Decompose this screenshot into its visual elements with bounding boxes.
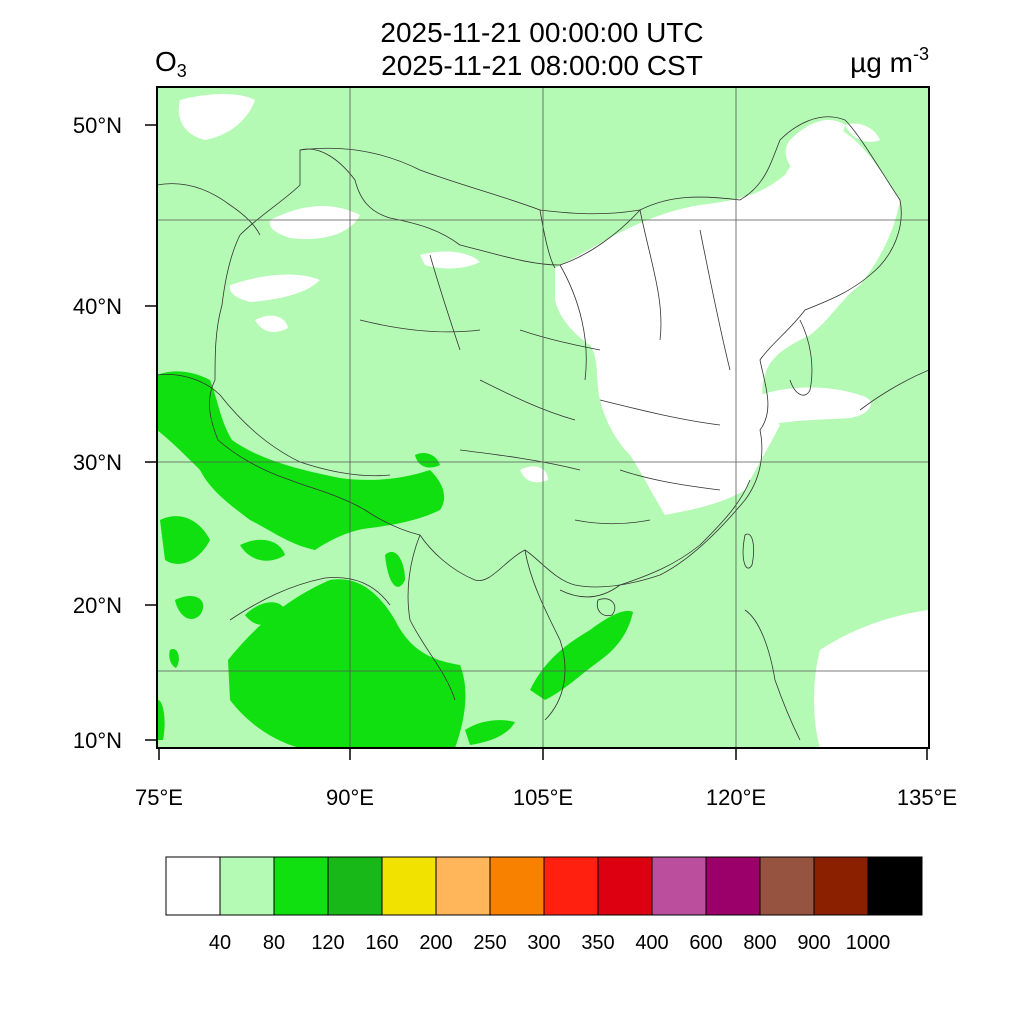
colorbar-label: 300: [527, 932, 560, 954]
coastline-korea: [789, 319, 813, 396]
colorbar-box: [651, 856, 707, 916]
lat-label-50n: 50°N: [73, 113, 122, 138]
elevated-region-tibet-spot: [415, 453, 440, 468]
colorbar-box: [597, 856, 653, 916]
boundary-myanmar-thailand: [407, 534, 456, 701]
title-local-time: 2025-11-21 08:00:00 CST: [381, 50, 703, 81]
elevated-region-south-china-sea: [530, 610, 633, 700]
unit-label-sup: -3: [912, 44, 929, 64]
colorbar-box: [543, 856, 599, 916]
low-region-northeast-1: [785, 120, 845, 175]
colorbar-box: [219, 856, 275, 916]
boundary-kazakhstan: [157, 183, 261, 236]
low-region-gobi: [420, 251, 480, 269]
coastline-hainan: [596, 598, 616, 617]
elevated-region-india-1: [160, 516, 210, 564]
low-region-western-pacific: [814, 610, 929, 748]
latitude-labels: 10°N 20°N 30°N 40°N 50°N: [73, 113, 122, 753]
elevated-region-india-4: [245, 602, 285, 625]
boundary-provinces: [359, 209, 731, 525]
elevated-region-india-2: [240, 539, 285, 561]
colorbar: 40 80 120 160 200 250 300 350 400 600 800 900 1000: [165, 856, 923, 954]
colorbar-label: 800: [743, 932, 776, 954]
low-region-northeast-2: [845, 123, 880, 142]
unit-label: µg m-3: [850, 44, 929, 79]
coastline-taiwan: [742, 533, 754, 569]
coastline-south-china: [559, 479, 751, 598]
low-region-sichuan: [520, 466, 548, 483]
field-low-regions: [178, 94, 929, 748]
colorbar-boxes: [165, 856, 923, 916]
latitude-tick-marks: [145, 124, 157, 741]
boundary-indochina: [524, 549, 566, 721]
colorbar-label: 900: [797, 932, 830, 954]
colorbar-box: [813, 856, 869, 916]
low-region-tarim: [255, 315, 288, 332]
colorbar-box: [165, 856, 221, 916]
colorbar-label: 250: [473, 932, 506, 954]
title-utc-time: 2025-11-21 00:00:00 UTC: [380, 17, 704, 48]
ozone-field: [157, 87, 929, 748]
boundary-mongolia: [299, 147, 641, 215]
colorbar-label: 160: [365, 932, 398, 954]
lat-label-30n: 30°N: [73, 450, 122, 475]
colorbar-box: [273, 856, 329, 916]
elevated-region-india-3: [175, 595, 204, 620]
elevated-region-west-coast: [169, 649, 179, 668]
colorbar-label: 600: [689, 932, 722, 954]
colorbar-labels: 40 80 120 160 200 250 300 350 400 600 800 900 1000: [209, 932, 890, 954]
low-region-north-china: [555, 125, 900, 515]
lat-label-40n: 40°N: [73, 294, 122, 319]
lon-label-90e: 90°E: [326, 785, 374, 810]
elevated-region-sri-lanka: [157, 699, 165, 740]
elevated-region-himalaya: [157, 371, 445, 550]
lon-label-75e: 75°E: [135, 785, 183, 810]
field-elevated-regions: [157, 371, 633, 748]
low-region-mongolia: [269, 205, 360, 240]
colorbar-label: 80: [263, 932, 285, 954]
colorbar-box: [867, 856, 923, 916]
elevated-region-andaman: [465, 720, 515, 745]
colorbar-box: [381, 856, 437, 916]
colorbar-label: 1000: [846, 932, 891, 954]
colorbar-box: [327, 856, 383, 916]
longitude-labels: 75°E 90°E 105°E 120°E 135°E: [135, 785, 957, 810]
coastline-bay-of-bengal: [229, 577, 391, 621]
colorbar-box: [435, 856, 491, 916]
variable-label-sub: 3: [176, 61, 187, 81]
coastline-japan: [859, 369, 929, 411]
elevated-region-bay-of-bengal: [228, 579, 466, 748]
unit-label-main: µg m: [850, 47, 913, 78]
lon-label-135e: 135°E: [897, 785, 957, 810]
colorbar-box: [489, 856, 545, 916]
lat-label-20n: 20°N: [73, 593, 122, 618]
colorbar-box: [759, 856, 815, 916]
low-region-west-corner: [178, 94, 255, 140]
longitude-tick-marks: [158, 748, 928, 760]
colorbar-label: 120: [311, 932, 344, 954]
coastline-philippines: [744, 609, 801, 741]
colorbar-label: 200: [419, 932, 452, 954]
variable-label-main: O: [155, 46, 177, 77]
boundary-india-nepal: [157, 374, 391, 477]
boundary-lines: [157, 116, 929, 741]
colorbar-box: [705, 856, 761, 916]
lon-label-105e: 105°E: [513, 785, 573, 810]
colorbar-label: 350: [581, 932, 614, 954]
elevated-region-myanmar: [385, 551, 405, 587]
colorbar-label: 400: [635, 932, 668, 954]
colorbar-label: 40: [209, 932, 231, 954]
graticule: [157, 87, 929, 748]
low-region-yellow-sea: [755, 387, 871, 425]
low-region-xinjiang: [229, 274, 320, 302]
lon-label-120e: 120°E: [706, 785, 766, 810]
boundary-china-outline: [209, 116, 902, 588]
variable-label: O3: [155, 46, 187, 82]
lat-label-10n: 10°N: [73, 728, 122, 753]
